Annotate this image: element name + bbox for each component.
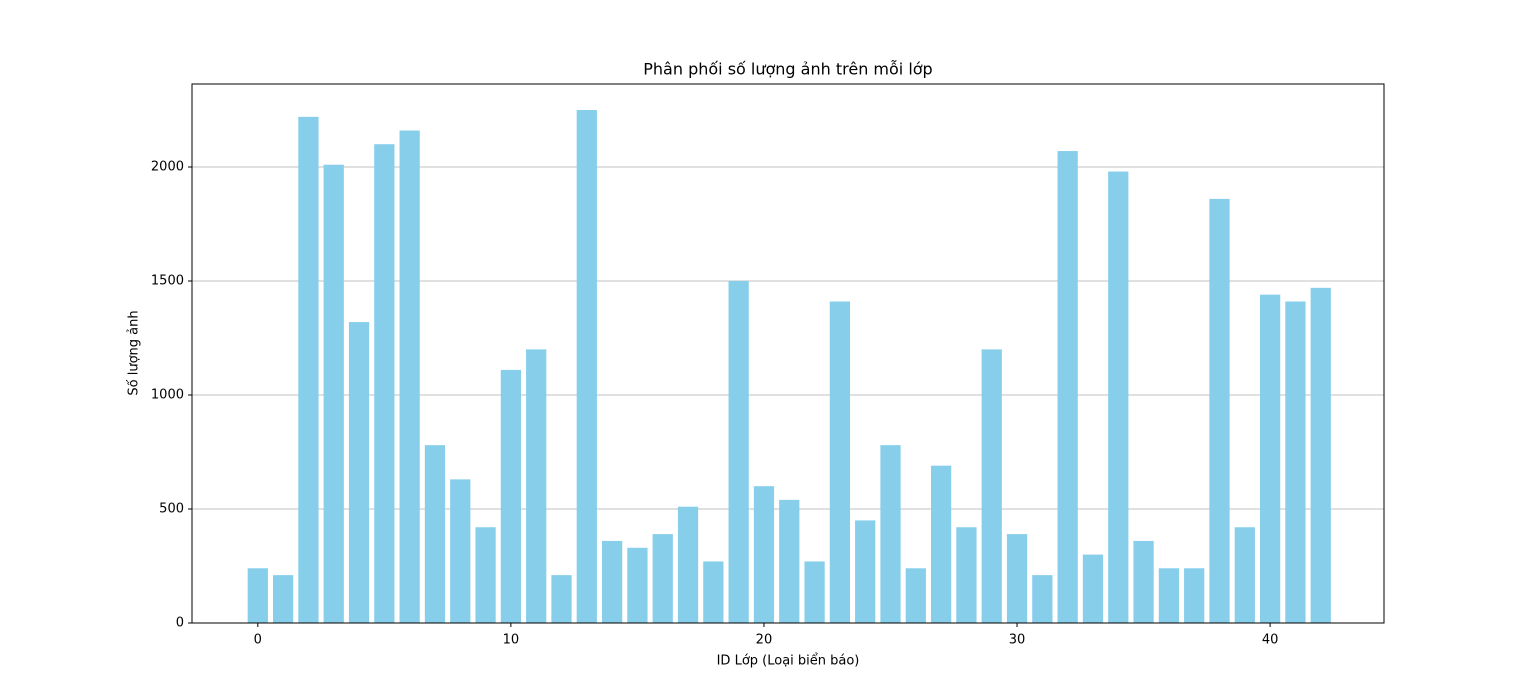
bar bbox=[450, 479, 471, 623]
bar bbox=[930, 465, 952, 623]
bar bbox=[272, 575, 294, 623]
y-tick-label: 1000 bbox=[151, 387, 184, 402]
y-tick-label: 2000 bbox=[151, 159, 184, 174]
x-tick-label: 0 bbox=[254, 633, 262, 648]
plot-frame bbox=[191, 83, 1385, 624]
bar bbox=[728, 280, 749, 623]
bar bbox=[323, 164, 344, 623]
bar bbox=[1006, 534, 1028, 623]
bar bbox=[526, 349, 547, 623]
bar bbox=[1234, 527, 1255, 623]
bar bbox=[981, 349, 1002, 623]
bar bbox=[424, 445, 446, 623]
chart-title: Phân phối số lượng ảnh trên mỗi lớp bbox=[643, 60, 932, 79]
bar bbox=[677, 506, 699, 623]
bar bbox=[753, 486, 775, 623]
bar bbox=[1133, 540, 1154, 623]
bar bbox=[1259, 294, 1281, 623]
bar bbox=[804, 561, 825, 623]
bar bbox=[1285, 301, 1306, 623]
bar bbox=[956, 527, 977, 623]
bar bbox=[1184, 568, 1205, 623]
bar bbox=[779, 499, 800, 623]
x-tick-label: 10 bbox=[503, 633, 520, 648]
bar bbox=[855, 520, 876, 623]
x-tick-label: 30 bbox=[1009, 633, 1026, 648]
y-tick-label: 1500 bbox=[151, 273, 184, 288]
y-tick-label: 500 bbox=[159, 501, 184, 516]
bar bbox=[475, 527, 496, 623]
bar bbox=[1057, 151, 1078, 623]
bar bbox=[652, 534, 673, 623]
bar bbox=[399, 130, 420, 623]
x-tick-label: 20 bbox=[756, 633, 773, 648]
bar bbox=[1082, 554, 1104, 623]
bar bbox=[1158, 568, 1180, 623]
bar bbox=[1032, 575, 1053, 623]
bar bbox=[703, 561, 724, 623]
bar bbox=[551, 575, 572, 623]
bar bbox=[627, 547, 648, 623]
bar bbox=[1209, 198, 1230, 624]
bar bbox=[348, 322, 370, 623]
bar bbox=[500, 369, 522, 623]
y-axis-label: Số lượng ảnh bbox=[127, 310, 142, 395]
bar bbox=[247, 568, 268, 623]
x-tick-label: 40 bbox=[1262, 633, 1279, 648]
bar bbox=[1310, 287, 1331, 623]
bar bbox=[576, 109, 597, 624]
y-tick-label: 0 bbox=[176, 616, 184, 631]
bar bbox=[1108, 171, 1129, 624]
bar bbox=[601, 540, 623, 623]
bar bbox=[829, 301, 851, 623]
bar bbox=[880, 445, 901, 623]
bar bbox=[905, 568, 926, 623]
bar bbox=[298, 116, 319, 623]
x-axis-label: ID Lớp (Loại biển báo) bbox=[717, 654, 860, 669]
bar bbox=[374, 144, 395, 624]
